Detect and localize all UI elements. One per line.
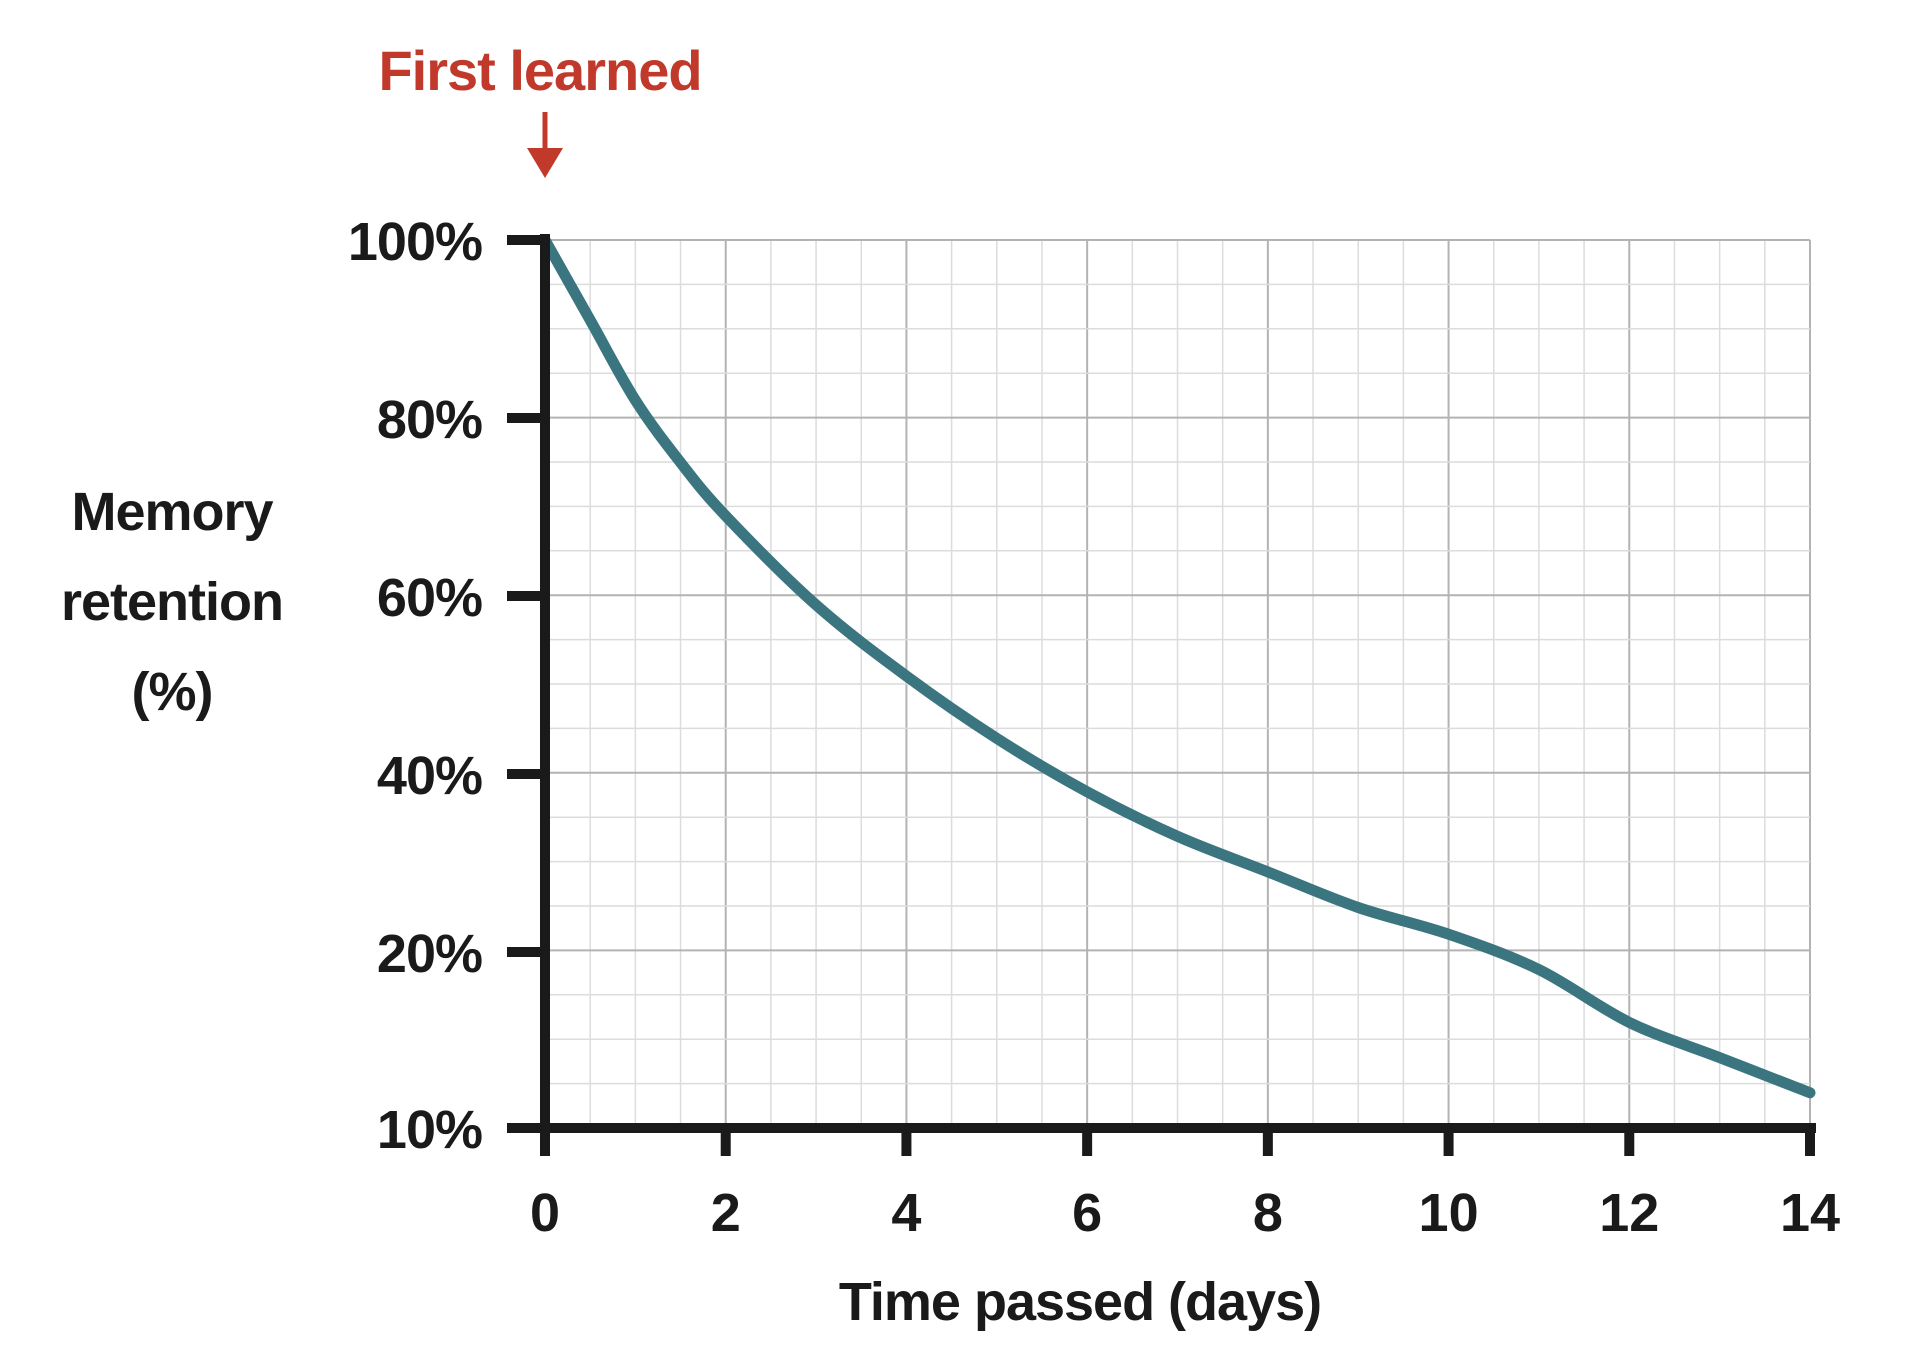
axes bbox=[507, 234, 1816, 1156]
x-tick-label: 12 bbox=[1599, 1183, 1659, 1243]
tick-labels: 100% 80% 60% 40% 20% 10% 0 2 4 6 8 10 12 14 bbox=[348, 212, 1840, 1243]
grid bbox=[544, 239, 1811, 1129]
y-axis-title-line-2: retention bbox=[61, 572, 283, 632]
y-tick-label: 10% bbox=[377, 1100, 482, 1160]
x-tick-label: 10 bbox=[1419, 1183, 1479, 1243]
x-axis-title: Time passed (days) bbox=[839, 1272, 1321, 1332]
y-tick-label: 80% bbox=[377, 390, 482, 450]
y-tick-label: 60% bbox=[377, 568, 482, 628]
curve-layer bbox=[539, 234, 1816, 1099]
x-tick-label: 14 bbox=[1780, 1183, 1840, 1243]
y-tick-label: 100% bbox=[348, 212, 482, 272]
arrow-down-icon bbox=[527, 112, 563, 178]
y-tick-label: 40% bbox=[377, 746, 482, 806]
x-tick-label: 2 bbox=[711, 1183, 741, 1243]
x-tick-label: 8 bbox=[1253, 1183, 1283, 1243]
x-tick-label: 6 bbox=[1072, 1183, 1102, 1243]
x-tick-label: 0 bbox=[530, 1183, 560, 1243]
x-tick-label: 4 bbox=[891, 1183, 921, 1243]
y-axis-title: Memory retention (%) bbox=[61, 482, 284, 722]
y-axis-title-line-1: Memory bbox=[71, 482, 273, 542]
retention-curve-series-0 bbox=[539, 234, 1816, 1099]
y-tick-label: 20% bbox=[377, 924, 482, 984]
first-learned-annotation: First learned bbox=[378, 39, 701, 102]
y-axis-title-line-3: (%) bbox=[132, 662, 213, 722]
arrow-head bbox=[527, 148, 563, 178]
